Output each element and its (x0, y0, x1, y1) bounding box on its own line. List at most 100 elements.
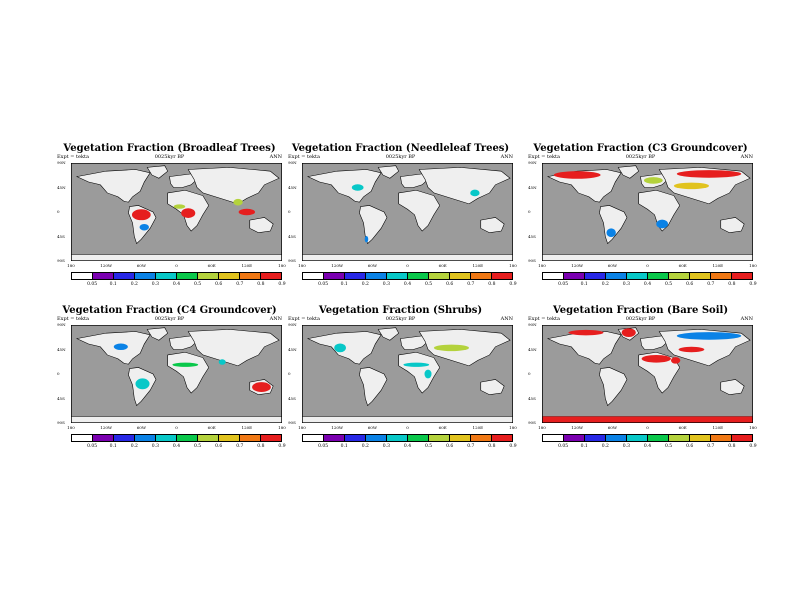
continent-greenland (617, 165, 640, 179)
region-southern-chile (364, 235, 369, 243)
map-frame (71, 163, 282, 261)
panel-c3: Vegetation Fraction (C3 Groundcover) Exp… (528, 143, 757, 293)
colorbar-swatch (324, 273, 345, 279)
colorbar-label: 0.2 (130, 444, 138, 449)
experiment-label: Expt = tekta (57, 316, 90, 322)
colorbar-label: 0.3 (382, 282, 390, 287)
continent-asia (418, 167, 511, 205)
continent-south-america (359, 367, 388, 407)
lon-tick-label: 60E (207, 263, 216, 268)
experiment-label: Expt = tekta (288, 154, 321, 160)
colorbar-label: 0.1 (580, 444, 588, 449)
colorbar-label: 0.2 (601, 444, 609, 449)
colorbar-swatch (219, 273, 240, 279)
colorbar-label: 0.8 (257, 282, 265, 287)
lat-tick-label: 90S (57, 258, 65, 263)
continent-australia (480, 217, 505, 233)
map-frame (302, 325, 513, 423)
lat-tick-label: 90N (57, 322, 66, 327)
colorbar-label: 0.05 (318, 444, 329, 449)
region-australia (252, 382, 271, 392)
colorbar-label: 0.05 (87, 444, 98, 449)
colorbar-label: 0.3 (622, 444, 630, 449)
colorbar-swatch (72, 273, 93, 279)
colorbar-swatch (669, 435, 690, 441)
region-southeast-south-america (139, 223, 149, 231)
region-western-north-america (334, 343, 346, 353)
lon-tick-label: 180 (749, 263, 757, 268)
lat-tick-label: 0 (57, 209, 60, 214)
colorbar-label: 0.9 (278, 444, 286, 449)
lon-tick-label: 120E (712, 263, 724, 268)
season-label: ANN (269, 316, 282, 322)
experiment-label: Expt = tekta (528, 154, 561, 160)
season-label: ANN (269, 154, 282, 160)
colorbar-swatch (585, 435, 606, 441)
colorbar-swatch (429, 435, 450, 441)
lon-tick-label: 60W (367, 263, 377, 268)
colorbar-swatch (471, 435, 492, 441)
colorbar-label: 0.3 (151, 444, 159, 449)
colorbar-label: 0.7 (467, 282, 475, 287)
colorbar-label: 0.9 (749, 282, 757, 287)
continent-greenland (146, 165, 169, 179)
continent-north-america (75, 331, 151, 365)
continent-north-america (75, 169, 151, 203)
colorbar-label: 0.5 (425, 282, 433, 287)
map-plot (302, 163, 513, 261)
colorbar-swatch (690, 435, 711, 441)
lat-tick-label: 90N (528, 322, 537, 327)
continent-south-america (599, 205, 628, 245)
lat-tick-label: 45N (288, 346, 297, 352)
lat-tick-label: 45S (288, 233, 296, 239)
colorbar-swatch (471, 273, 492, 279)
lon-tick-label: 180 (278, 425, 286, 430)
region-north-american-plains (113, 343, 128, 351)
colorbar-swatch (408, 435, 429, 441)
colorbar-label: 0.6 (215, 444, 223, 449)
region-south-america (135, 378, 150, 390)
lon-tick-label: 60W (367, 425, 377, 430)
lon-tick-label: 60W (607, 263, 617, 268)
lon-tick-label: 120E (241, 263, 253, 268)
period-label: 0025kyr BP (385, 154, 416, 160)
colorbar-swatch (564, 273, 585, 279)
colorbar-label: 0.2 (361, 444, 369, 449)
colorbar-label: 0.7 (236, 282, 244, 287)
colorbar (71, 272, 282, 280)
map-plot (542, 163, 753, 261)
lon-tick-label: 60E (438, 263, 447, 268)
lon-tick-label: 60E (678, 263, 687, 268)
lat-tick-label: 0 (57, 371, 60, 376)
colorbar-label: 0.4 (403, 282, 412, 287)
lat-tick-label: 0 (528, 209, 531, 214)
continent-south-america (599, 367, 628, 407)
lat-tick-label: 90S (528, 258, 536, 263)
lat-tick-label: 45S (57, 395, 65, 401)
map-plot (71, 163, 282, 261)
lon-tick-label: 120W (571, 425, 584, 430)
continent-antarctica (71, 254, 282, 261)
lon-tick-label: 60W (136, 263, 146, 268)
map-frame (71, 325, 282, 423)
continent-africa (167, 351, 210, 394)
region-congo (181, 208, 196, 218)
colorbar-swatch (93, 435, 114, 441)
colorbar-swatch (711, 273, 732, 279)
colorbar-swatch (72, 435, 93, 441)
continent-africa (398, 189, 441, 232)
lon-tick-label: 60W (136, 425, 146, 430)
colorbar-label: 0.7 (236, 444, 244, 449)
panel-title: Vegetation Fraction (C3 Groundcover) (533, 143, 748, 154)
colorbar-swatch (114, 435, 135, 441)
lon-tick-label: 0 (406, 263, 409, 268)
lat-tick-label: 90N (288, 322, 297, 327)
colorbar-swatch (690, 273, 711, 279)
lat-tick-label: 45N (57, 346, 66, 352)
colorbar-label: 0.6 (215, 282, 223, 287)
colorbar-swatch (669, 273, 690, 279)
lon-tick-label: 120W (571, 263, 584, 268)
region-eastern-north-america (351, 184, 364, 191)
colorbar-label: 0.8 (488, 282, 496, 287)
lon-tick-label: 60E (438, 425, 447, 430)
